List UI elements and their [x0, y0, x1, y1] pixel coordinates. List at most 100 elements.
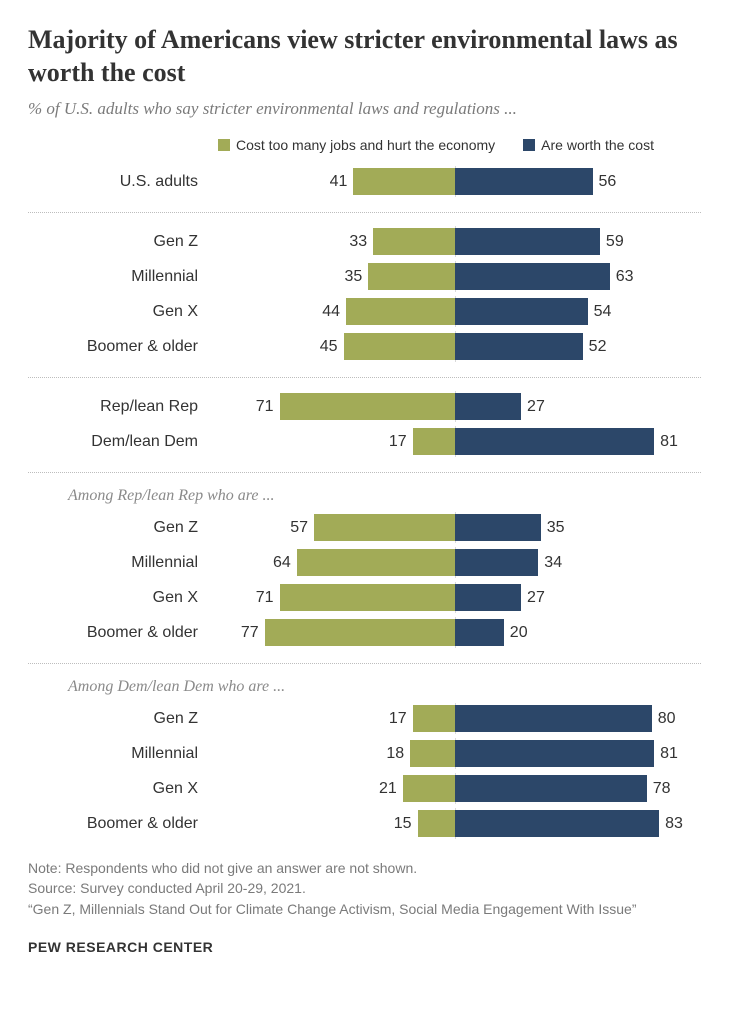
bar-left [297, 549, 455, 576]
note-line: Note: Respondents who did not give an an… [28, 858, 701, 878]
diverging-bar-chart: U.S. adults4156 Gen Z 33 59 Millennial 35 63 Ge… [28, 159, 701, 848]
value-right: 34 [544, 554, 562, 572]
value-left: 18 [386, 745, 404, 763]
value-right: 52 [589, 338, 607, 356]
group-divider [28, 377, 701, 378]
chart-row: Boomer & older 45 52 [28, 330, 701, 363]
bar-left [368, 263, 454, 290]
value-right: 54 [594, 303, 612, 321]
chart-row: Gen Z 33 59 [28, 225, 701, 258]
legend-swatch-right [523, 139, 535, 151]
bar-right [455, 705, 652, 732]
chart-row: Boomer & older1583 [28, 807, 701, 840]
value-left: 71 [256, 589, 274, 607]
row-label: Boomer & older [28, 815, 208, 833]
bar-left [373, 228, 454, 255]
bar-right [455, 619, 504, 646]
bar-left [413, 428, 455, 455]
bar-left [403, 775, 455, 802]
bar-area: 6434 [208, 549, 701, 576]
value-left: 45 [320, 338, 338, 356]
value-right: 83 [665, 815, 683, 833]
bar-right [455, 168, 593, 195]
bar-area: 33 59 [208, 228, 701, 255]
row-label: Boomer & older [28, 338, 208, 356]
legend-label-left: Cost too many jobs and hurt the economy [236, 137, 495, 153]
bar-area: 7127 [208, 393, 701, 420]
value-right: 56 [599, 173, 617, 191]
chart-row: U.S. adults4156 [28, 165, 701, 198]
bar-right [455, 428, 655, 455]
note-line: Source: Survey conducted April 20-29, 20… [28, 878, 701, 898]
row-label: Gen X [28, 303, 208, 321]
group-divider [28, 212, 701, 213]
bar-left [344, 333, 455, 360]
chart-row: Dem/lean Dem1781 [28, 425, 701, 458]
row-label: Millennial [28, 268, 208, 286]
chart-group: Rep/lean Rep7127Dem/lean Dem1781 [28, 384, 701, 466]
value-right: 35 [547, 519, 565, 537]
bar-area: 57 35 [208, 514, 701, 541]
bar-right [455, 393, 522, 420]
bar-left [280, 584, 455, 611]
bar-area: 1781 [208, 428, 701, 455]
chart-group: U.S. adults4156 [28, 159, 701, 206]
legend: Cost too many jobs and hurt the economy … [218, 137, 701, 153]
chart-row: Millennial 35 63 [28, 260, 701, 293]
row-label: Gen Z [28, 233, 208, 251]
row-label: U.S. adults [28, 173, 208, 191]
value-right: 80 [658, 710, 676, 728]
bar-right [455, 228, 600, 255]
bar-right [455, 549, 539, 576]
chart-group: Among Dem/lean Dem who are ...Gen Z1780M… [28, 670, 701, 848]
bar-left [280, 393, 455, 420]
bar-right [455, 775, 647, 802]
chart-row: Millennial 18 81 [28, 737, 701, 770]
bar-area: 21 78 [208, 775, 701, 802]
bar-left [410, 740, 454, 767]
bar-right [455, 298, 588, 325]
chart-row: Gen X7127 [28, 581, 701, 614]
chart-title: Majority of Americans view stricter envi… [28, 24, 701, 89]
row-label: Gen X [28, 780, 208, 798]
bar-area: 71 27 [208, 584, 701, 611]
row-label: Dem/lean Dem [28, 433, 208, 451]
row-label: Gen Z [28, 710, 208, 728]
chart-row: Gen Z5735 [28, 511, 701, 544]
bar-right [455, 263, 610, 290]
bar-area: 1583 [208, 810, 701, 837]
row-label: Boomer & older [28, 624, 208, 642]
legend-item-right: Are worth the cost [523, 137, 654, 153]
value-right: 81 [660, 433, 678, 451]
value-left: 17 [389, 433, 407, 451]
bar-right [455, 514, 541, 541]
bar-area: 45 52 [208, 333, 701, 360]
value-left: 15 [394, 815, 412, 833]
group-heading: Among Rep/lean Rep who are ... [68, 487, 701, 505]
chart-row: Gen X4454 [28, 295, 701, 328]
value-right: 59 [606, 233, 624, 251]
footer-brand: PEW RESEARCH CENTER [28, 939, 701, 955]
chart-subtitle: % of U.S. adults who say stricter enviro… [28, 99, 701, 119]
value-right: 78 [653, 780, 671, 798]
chart-row: Gen X 21 78 [28, 772, 701, 805]
value-left: 57 [290, 519, 308, 537]
group-divider [28, 472, 701, 473]
value-right: 81 [660, 745, 678, 763]
value-left: 21 [379, 780, 397, 798]
value-right: 20 [510, 624, 528, 642]
bar-left [265, 619, 455, 646]
value-left: 33 [349, 233, 367, 251]
row-label: Millennial [28, 554, 208, 572]
value-right: 63 [616, 268, 634, 286]
row-label: Millennial [28, 745, 208, 763]
legend-swatch-left [218, 139, 230, 151]
value-right: 27 [527, 589, 545, 607]
value-left: 35 [344, 268, 362, 286]
chart-notes: Note: Respondents who did not give an an… [28, 858, 701, 919]
bar-right [455, 584, 522, 611]
bar-right [455, 333, 583, 360]
value-left: 17 [389, 710, 407, 728]
bar-left [314, 514, 455, 541]
value-left: 71 [256, 398, 274, 416]
